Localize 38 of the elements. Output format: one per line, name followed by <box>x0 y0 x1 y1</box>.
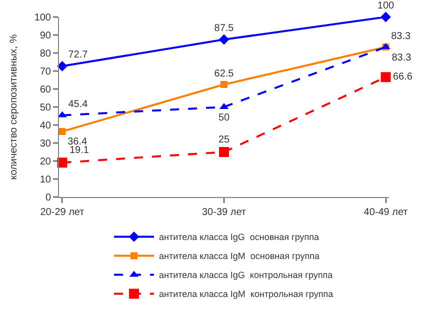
y-tick-label: 70 <box>40 66 52 78</box>
point <box>380 12 391 22</box>
y-tick-label: 60 <box>40 84 52 96</box>
data-label: 19.1 <box>69 144 90 156</box>
point <box>57 60 68 72</box>
legend-label: антитела класса IgG контрольная группа <box>159 270 333 280</box>
y-tick-label: 100 <box>34 12 52 24</box>
point <box>220 81 228 88</box>
data-label: 45.4 <box>68 98 88 110</box>
point <box>58 128 66 135</box>
y-axis-title: количество серопозитивных, % <box>8 34 20 180</box>
legend-label: антитела класса IgM контрольная группа <box>159 289 334 300</box>
y-tick-label: 50 <box>40 102 52 114</box>
data-label: 25 <box>218 134 230 146</box>
data-label: 66.6 <box>393 72 413 83</box>
data-label: 100 <box>377 0 395 12</box>
point <box>219 147 229 157</box>
legend-label: антитела класса IgG основная группа <box>159 232 319 242</box>
x-tick-label: 30-39 лет <box>202 207 246 218</box>
data-label: 36.4 <box>68 136 88 148</box>
data-label: 62.5 <box>214 68 234 80</box>
x-tick-label: 20-29 лет <box>40 207 85 218</box>
y-tick-label: 90 <box>40 30 52 42</box>
data-label: 83.3 <box>391 31 412 42</box>
data-label: 72.7 <box>68 50 88 61</box>
point <box>380 72 391 82</box>
y-tick-label: 10 <box>40 174 52 186</box>
legend-label: антитела класса IgM основная группа <box>159 251 320 262</box>
point <box>218 34 230 45</box>
x-tick-label: 40-49 лет <box>364 207 408 218</box>
y-tick-label: 0 <box>45 192 52 204</box>
data-label: 83.3 <box>392 52 412 64</box>
y-tick-label: 40 <box>40 120 52 132</box>
y-tick-label: 30 <box>40 138 52 150</box>
y-tick-label: 80 <box>40 48 52 60</box>
data-label: 87.5 <box>214 23 234 34</box>
y-tick-label: 20 <box>40 156 52 168</box>
data-label: 50 <box>218 112 230 124</box>
